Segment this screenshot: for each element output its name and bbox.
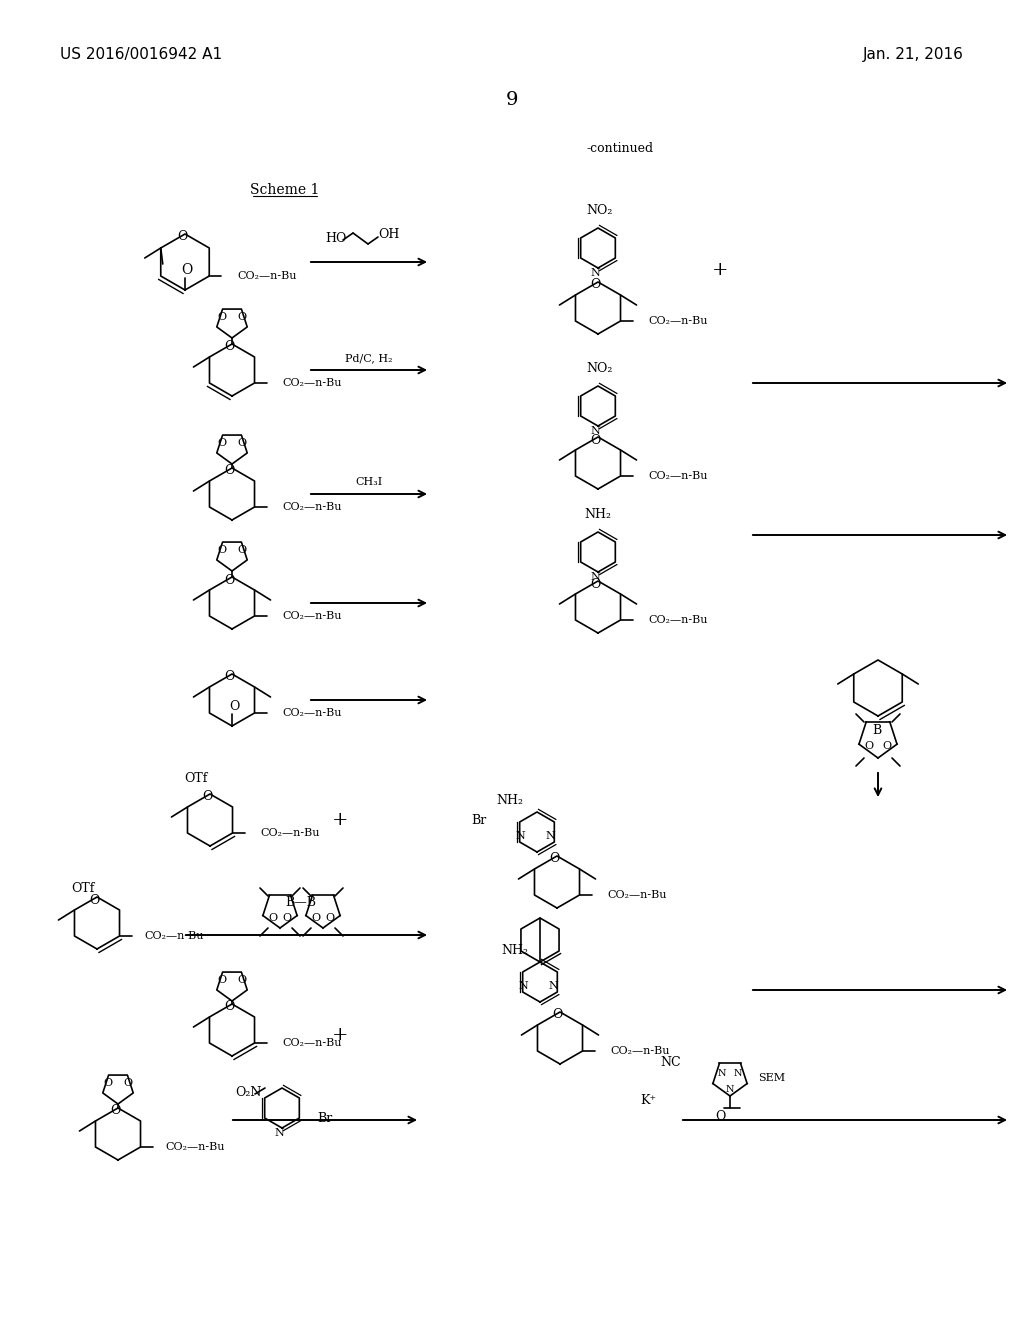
Text: +: + [332, 810, 348, 829]
Text: 9: 9 [506, 91, 518, 110]
Text: O: O [224, 1001, 234, 1014]
Text: O: O [224, 573, 234, 586]
Text: O: O [217, 545, 226, 554]
Text: HO: HO [325, 231, 346, 244]
Text: CO₂—n-Bu: CO₂—n-Bu [608, 890, 668, 900]
Text: O: O [238, 545, 247, 554]
Text: O: O [103, 1078, 113, 1088]
Text: O: O [217, 438, 226, 447]
Text: N: N [734, 1068, 742, 1077]
Text: O: O [238, 975, 247, 985]
Text: NH₂: NH₂ [502, 944, 528, 957]
Text: O: O [549, 853, 559, 866]
Text: K⁺: K⁺ [640, 1093, 656, 1106]
Text: O: O [110, 1105, 120, 1118]
Text: N: N [590, 572, 600, 582]
Text: NH₂: NH₂ [585, 508, 611, 521]
Text: +: + [712, 261, 728, 279]
Text: O: O [89, 894, 99, 907]
Text: CO₂—n-Bu: CO₂—n-Bu [166, 1142, 225, 1152]
Text: NH₂: NH₂ [497, 793, 523, 807]
Text: N: N [518, 981, 528, 991]
Text: +: + [332, 1026, 348, 1044]
Text: O: O [224, 341, 234, 354]
Text: O: O [217, 975, 226, 985]
Text: B—B: B—B [286, 895, 316, 908]
Text: O: O [177, 231, 187, 243]
Text: O: O [268, 913, 278, 923]
Text: O: O [224, 671, 234, 684]
Text: O: O [228, 700, 240, 713]
Text: O₂N: O₂N [234, 1085, 261, 1098]
Text: CO₂—n-Bu: CO₂—n-Bu [238, 271, 297, 281]
Text: Br: Br [317, 1111, 333, 1125]
Text: O: O [590, 578, 600, 590]
Text: O: O [181, 263, 193, 277]
Text: CO₂—n-Bu: CO₂—n-Bu [283, 708, 342, 718]
Text: Pd/C, H₂: Pd/C, H₂ [345, 352, 393, 363]
Text: SEM: SEM [758, 1073, 785, 1082]
Text: N: N [718, 1068, 726, 1077]
Text: CO₂—n-Bu: CO₂—n-Bu [649, 471, 709, 480]
Text: CO₂—n-Bu: CO₂—n-Bu [610, 1045, 671, 1056]
Text: O: O [238, 438, 247, 447]
Text: CH₃I: CH₃I [355, 477, 383, 487]
Text: O: O [590, 279, 600, 292]
Text: O: O [590, 433, 600, 446]
Text: CO₂—n-Bu: CO₂—n-Bu [283, 378, 342, 388]
Text: O: O [124, 1078, 132, 1088]
Text: NC: NC [660, 1056, 681, 1068]
Text: NO₂: NO₂ [587, 362, 613, 375]
Text: O: O [217, 312, 226, 322]
Text: O: O [311, 913, 321, 923]
Text: CO₂—n-Bu: CO₂—n-Bu [649, 615, 709, 624]
Text: OTf: OTf [72, 882, 94, 895]
Text: O: O [283, 913, 292, 923]
Text: N: N [590, 426, 600, 436]
Text: OTf: OTf [184, 771, 208, 784]
Text: N: N [590, 268, 600, 279]
Text: Br: Br [472, 813, 487, 826]
Text: N: N [545, 832, 555, 841]
Text: CO₂—n-Bu: CO₂—n-Bu [261, 828, 321, 838]
Text: O: O [883, 741, 892, 751]
Text: N: N [274, 1129, 284, 1138]
Text: CO₂—n-Bu: CO₂—n-Bu [649, 315, 709, 326]
Text: O: O [864, 741, 873, 751]
Text: NO₂: NO₂ [587, 203, 613, 216]
Text: -continued: -continued [587, 141, 653, 154]
Text: O: O [552, 1008, 562, 1022]
Text: O: O [202, 791, 212, 804]
Text: N: N [726, 1085, 734, 1094]
Text: US 2016/0016942 A1: US 2016/0016942 A1 [60, 48, 222, 62]
Text: CO₂—n-Bu: CO₂—n-Bu [144, 931, 204, 941]
Text: N: N [548, 981, 558, 991]
Text: B: B [872, 723, 882, 737]
Text: O: O [238, 312, 247, 322]
Text: O: O [224, 465, 234, 478]
Text: CO₂—n-Bu: CO₂—n-Bu [283, 611, 342, 620]
Text: OH: OH [378, 228, 399, 242]
Text: Jan. 21, 2016: Jan. 21, 2016 [863, 48, 964, 62]
Text: CO₂—n-Bu: CO₂—n-Bu [283, 1038, 342, 1048]
Text: CO₂—n-Bu: CO₂—n-Bu [283, 502, 342, 512]
Text: O: O [326, 913, 335, 923]
Text: O: O [715, 1110, 725, 1122]
Text: N: N [515, 832, 525, 841]
Text: Scheme 1: Scheme 1 [250, 183, 319, 197]
